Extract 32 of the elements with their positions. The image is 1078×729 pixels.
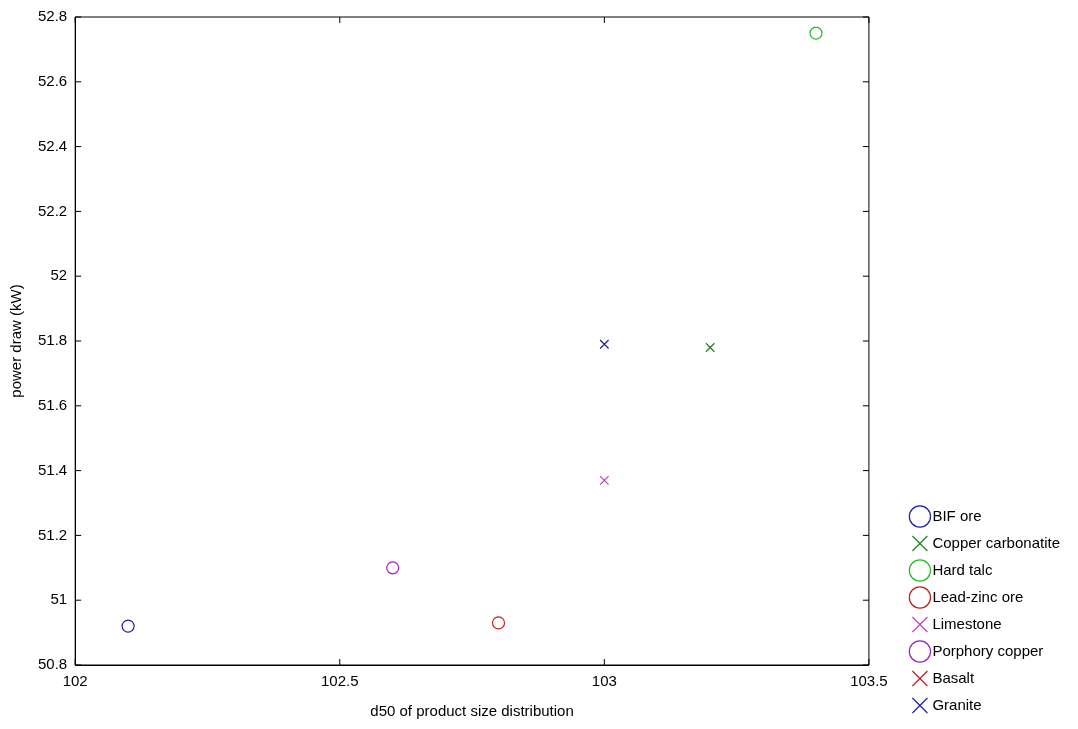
point — [599, 339, 610, 350]
point — [599, 475, 610, 486]
x-tick-label: 103.5 — [850, 672, 888, 690]
legend-label: Basalt — [932, 668, 975, 686]
legend-label: Porphory copper — [932, 641, 1044, 659]
point — [386, 561, 400, 575]
legend-label: Limestone — [932, 614, 1002, 632]
y-tick-label: 52.8 — [37, 7, 68, 25]
point — [809, 26, 823, 40]
legend-label: Granite — [932, 695, 982, 713]
y-tick-label: 51.8 — [37, 331, 68, 349]
y-tick-label: 52.6 — [37, 71, 68, 89]
point — [491, 616, 506, 630]
legend-label: Lead-zinc ore — [932, 587, 1024, 605]
y-tick-label: 52.4 — [37, 136, 68, 154]
point — [705, 342, 716, 353]
point — [121, 619, 135, 633]
legend-label: BIF ore — [932, 506, 982, 524]
y-tick-label: 52 — [50, 266, 68, 284]
y-axis-title: power draw (kW) — [7, 284, 25, 398]
x-tick-label: 102 — [62, 672, 88, 690]
x-axis-title: d50 of product size distribution — [370, 702, 574, 720]
y-tick-label: 51.2 — [37, 525, 68, 543]
legend-label: Hard talc — [932, 560, 993, 578]
y-tick-label: 51 — [50, 590, 68, 608]
y-tick-label: 51.4 — [37, 460, 68, 478]
x-tick-label: 103 — [591, 672, 617, 690]
legend-label: Copper carbonatite — [932, 533, 1061, 551]
y-tick-label: 52.2 — [37, 201, 68, 219]
x-tick-label: 102.5 — [321, 672, 359, 690]
y-tick-label: 50.8 — [37, 655, 68, 673]
y-tick-label: 51.6 — [37, 395, 68, 413]
